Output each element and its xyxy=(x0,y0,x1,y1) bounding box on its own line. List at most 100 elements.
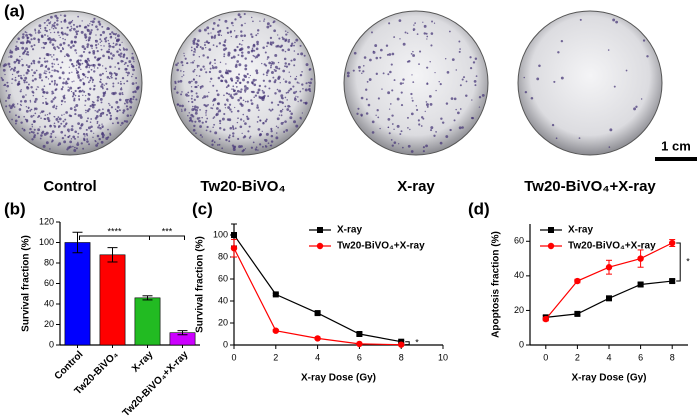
colony xyxy=(94,39,97,42)
colony xyxy=(256,29,260,32)
colony xyxy=(221,147,224,150)
colony xyxy=(361,72,363,75)
colony xyxy=(181,110,183,112)
colony xyxy=(308,68,312,71)
colony xyxy=(305,63,309,67)
colony xyxy=(114,108,117,111)
colony xyxy=(192,41,196,45)
y-tick-label: 80 xyxy=(218,251,228,261)
colony xyxy=(60,99,64,103)
x-tick-label: Control xyxy=(53,349,86,382)
colony xyxy=(102,91,105,95)
colony xyxy=(49,148,51,150)
colony xyxy=(254,148,258,151)
colony xyxy=(124,98,128,102)
colony xyxy=(214,66,218,69)
colony xyxy=(19,100,23,103)
colony xyxy=(181,108,183,110)
colony xyxy=(73,97,76,100)
colony xyxy=(398,143,400,145)
colony xyxy=(132,98,135,100)
colony xyxy=(371,131,375,134)
colony xyxy=(187,91,190,94)
colony xyxy=(273,20,276,23)
colony xyxy=(284,120,287,123)
colony xyxy=(407,127,409,129)
colony xyxy=(16,70,19,74)
colony xyxy=(194,80,198,84)
colony xyxy=(433,22,436,24)
colony xyxy=(31,90,34,93)
colony xyxy=(251,82,254,84)
colony xyxy=(38,73,42,77)
colony xyxy=(177,80,180,83)
colony xyxy=(2,64,6,68)
colony xyxy=(100,85,103,88)
colony xyxy=(390,63,393,66)
colony xyxy=(357,107,360,110)
colony xyxy=(244,67,248,71)
colony xyxy=(253,83,257,87)
colony xyxy=(441,121,445,124)
colony xyxy=(250,102,254,106)
colony xyxy=(18,59,21,63)
colony xyxy=(212,104,214,107)
colony xyxy=(194,120,197,123)
colony xyxy=(243,89,247,92)
colony xyxy=(213,36,216,39)
colony xyxy=(42,144,46,148)
colony xyxy=(193,60,195,62)
colony xyxy=(89,44,92,47)
colony xyxy=(207,103,209,106)
colony xyxy=(252,141,255,144)
colony xyxy=(44,26,47,30)
colony xyxy=(352,69,355,72)
colony xyxy=(21,41,25,45)
colony xyxy=(208,48,212,52)
colony xyxy=(85,132,88,136)
colony xyxy=(118,92,122,96)
colony xyxy=(54,14,58,18)
colony xyxy=(368,78,372,81)
colony xyxy=(285,33,288,36)
colony xyxy=(284,105,287,108)
colony xyxy=(191,100,194,104)
colony xyxy=(461,78,464,81)
colony xyxy=(96,110,99,113)
colony xyxy=(112,42,115,45)
colony xyxy=(211,143,214,147)
colony xyxy=(240,24,244,27)
x-tick-label: 0 xyxy=(231,352,236,362)
colony xyxy=(241,44,243,46)
colony xyxy=(277,103,280,106)
colony xyxy=(93,67,96,69)
colony xyxy=(82,83,86,86)
colony xyxy=(190,97,193,100)
colony xyxy=(277,34,279,36)
colony xyxy=(51,90,54,93)
colony xyxy=(396,124,400,128)
colony xyxy=(228,134,231,137)
colony xyxy=(560,39,564,43)
colony xyxy=(196,74,198,77)
colony xyxy=(240,30,243,33)
colony xyxy=(132,65,135,69)
colony xyxy=(57,63,60,66)
colony xyxy=(412,54,416,57)
colony xyxy=(100,101,103,104)
colony xyxy=(50,31,52,34)
colony xyxy=(263,63,266,66)
colony xyxy=(77,122,80,126)
colony xyxy=(270,140,274,143)
colony xyxy=(131,56,135,60)
colony xyxy=(25,81,28,84)
y-tick-label: 100 xyxy=(213,229,228,239)
colony xyxy=(107,55,110,58)
colony xyxy=(66,26,69,29)
colony xyxy=(61,114,63,116)
colony xyxy=(46,60,49,63)
colony xyxy=(194,51,197,53)
colony xyxy=(77,132,80,135)
colony xyxy=(33,100,37,103)
colony xyxy=(262,73,265,76)
